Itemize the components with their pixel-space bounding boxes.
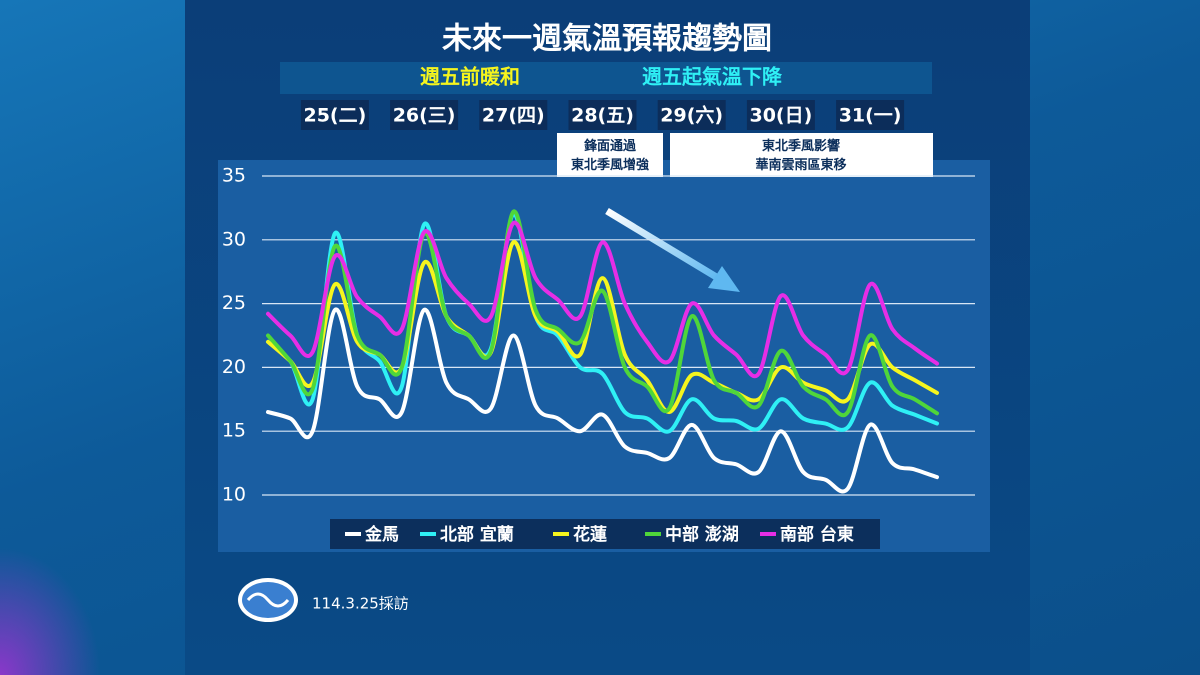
day-box (657, 100, 726, 130)
day-box (746, 100, 815, 130)
annotation: 鋒面通過東北季風增強 (571, 138, 649, 173)
subtitle-right: 週五起氣溫下降 (642, 65, 783, 89)
x-tick-label: 29(六) (660, 104, 723, 127)
note-box (670, 133, 933, 177)
arrow-head (708, 266, 740, 292)
x-tick-label: 25(二) (303, 105, 366, 127)
logo (238, 578, 298, 622)
legend-label: 中部 澎湖 (665, 524, 739, 545)
y-tick-label: 25 (222, 292, 246, 314)
day-box (479, 100, 548, 130)
day-box (836, 100, 905, 130)
y-tick-label: 15 (222, 420, 246, 442)
day-box (390, 100, 459, 130)
y-tick-label: 30 (222, 228, 246, 250)
x-tick-label: 27(四) (482, 105, 545, 127)
arrow-shaft (605, 208, 720, 281)
series-line (266, 307, 939, 494)
y-tick-label: 10 (222, 484, 246, 506)
subtitle-left: 週五前暖和 (420, 65, 520, 89)
y-tick-label: 35 (222, 165, 246, 187)
series-line (266, 209, 939, 418)
subtitle-bar (280, 62, 932, 94)
annotation: 東北季風影響華南雲雨區東移 (755, 138, 846, 173)
legend-label: 花蓮 (573, 524, 607, 545)
day-box (300, 100, 369, 130)
x-tick-label: 26(三) (393, 105, 456, 127)
logo-wave (246, 592, 290, 608)
series-line (266, 220, 939, 379)
glow (0, 420, 200, 675)
legend-label: 南部 台東 (780, 524, 854, 545)
note-box (557, 133, 663, 177)
day-box (568, 100, 637, 130)
plot-area (218, 160, 990, 552)
x-tick-label: 31(一) (839, 105, 902, 127)
legend-label: 金馬 (364, 524, 399, 545)
x-tick-label: 30(日) (749, 105, 812, 127)
legend-label: 北部 宜蘭 (440, 524, 514, 545)
trend-arrow (605, 208, 740, 292)
chart-title: 未來一週氣溫預報趨勢圖 (442, 22, 772, 57)
source: 114.3.25採訪 (312, 595, 409, 613)
x-tick-label: 28(五) (571, 105, 634, 127)
y-tick-label: 20 (222, 356, 246, 378)
